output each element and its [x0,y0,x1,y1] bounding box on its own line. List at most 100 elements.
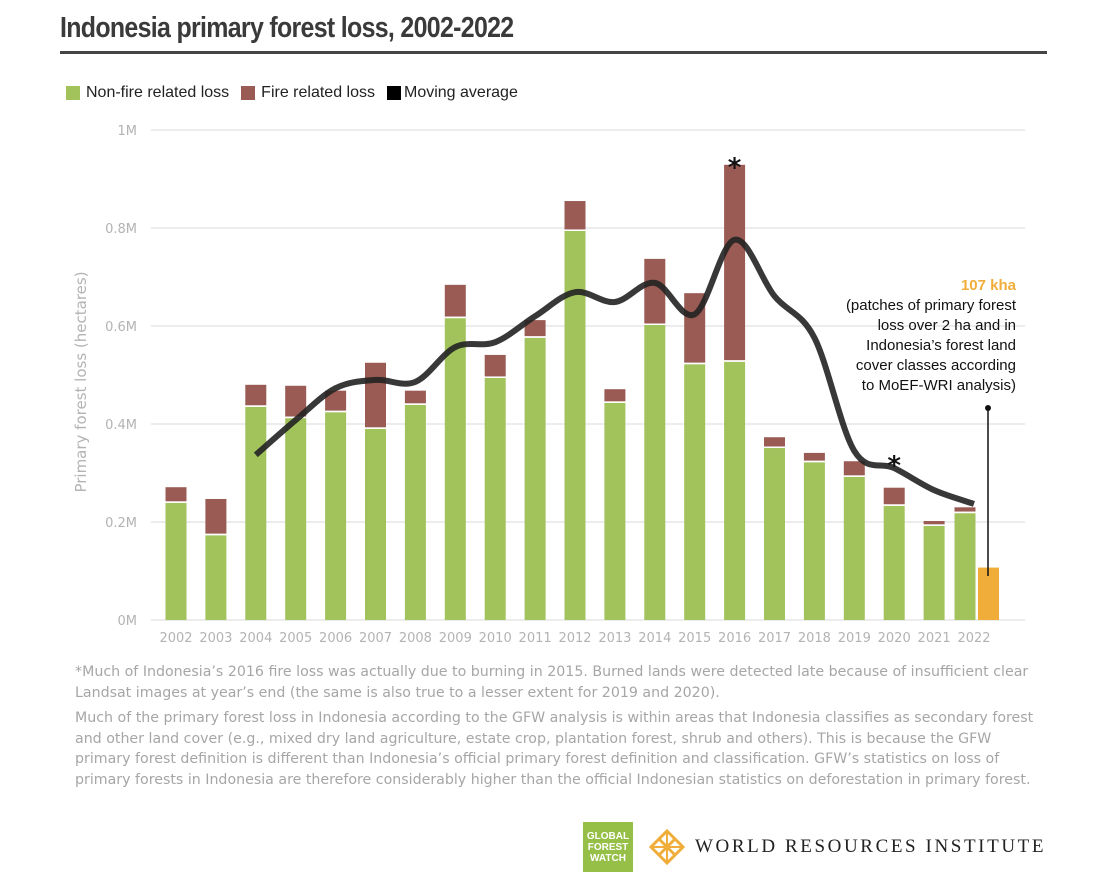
legend-swatch-moving-average [387,86,401,100]
bar-fire [724,164,746,361]
x-tick-label: 2010 [479,631,512,646]
bar-non-fire [764,448,785,620]
x-tick-label: 2018 [798,631,831,646]
bar-non-fire [245,406,267,620]
bar-non-fire [954,513,976,620]
moving-average-line [253,236,975,507]
bar-non-fire [604,402,626,620]
legend-label-fire: Fire related loss [261,84,375,101]
bar-non-fire [165,502,187,620]
bar-non-fire [285,418,307,620]
annotation-line: Indonesia’s forest land [866,337,1016,354]
bar-fire [843,461,865,476]
moving-average-line-group [253,236,975,507]
wri-name: WORLD RESOURCES INSTITUTE [695,836,1047,857]
y-tick-label: 1M [118,124,138,139]
bar-non-fire [644,325,666,620]
x-tick-label: 2008 [399,631,432,646]
y-tick-label: 0.8M [105,222,137,237]
x-tick-label: 2012 [558,631,591,646]
legend: Non-fire related loss Fire related loss … [66,84,530,102]
bar-non-fire [684,364,706,620]
annotation-line: loss over 2 ha and in [877,317,1016,334]
x-tick-label: 2017 [758,631,791,646]
legend-swatch-non-fire [66,86,80,100]
bar-fire [644,258,666,324]
footnotes: *Much of Indonesia’s 2016 fire loss was … [75,662,1050,795]
gfw-logo-line: WATCH [590,852,626,864]
bar-fire [803,452,825,461]
x-tick-label: 2015 [678,631,711,646]
legend-label-moving-average: Moving average [404,84,518,101]
legend-item-non-fire: Non-fire related loss [66,84,229,102]
bar-non-fire [564,230,586,620]
y-tick-label: 0M [118,614,138,629]
legend-item-moving-average: Moving average [387,84,518,102]
bar-fire [285,385,307,417]
x-tick-label: 2007 [359,631,392,646]
asterisk-marks: ** [728,153,902,481]
bar-fire [954,507,976,512]
bar-fire [524,320,546,337]
bar-non-fire [803,462,825,620]
legend-item-fire: Fire related loss [241,84,375,102]
x-tick-label: 2019 [838,631,871,646]
bar-107kha [978,567,999,620]
bar-non-fire [325,412,347,620]
bar-non-fire [524,337,546,620]
annotation-line: (patches of primary forest [845,297,1016,314]
asterisk-mark: * [887,451,901,481]
bar-fire [205,498,227,534]
bar-fire [923,521,945,525]
annotation-value: 107 kha [960,277,1016,294]
callout-leader [985,405,991,576]
bar-non-fire [365,428,386,620]
bar-non-fire [484,377,506,620]
bar-non-fire [205,535,227,620]
y-tick-label: 0.4M [105,418,137,433]
bar-fire [325,390,347,411]
wri-logo-icon [649,829,685,865]
x-axis-ticks: 2002 2003 2004 2005 2006 2007 2008 2009 2010 2011… [159,631,990,646]
bar-fire [604,389,626,402]
title-divider [60,51,1047,54]
x-tick-label: 2014 [638,631,671,646]
logos: GLOBAL FOREST WATCH WORLD RESOURCES INST… [583,822,1046,872]
bar-non-fire [923,525,945,620]
bar-non-fire [883,505,905,620]
annotation-107kha: 107 kha (patches of primary forest loss … [846,276,1016,396]
chart-title: Indonesia primary forest loss, 2002-2022 [60,12,514,44]
bar-fire [764,437,785,447]
annotation-line: cover classes according [855,357,1016,374]
bar-non-fire [404,404,426,620]
bar-fire [883,487,905,505]
chart-svg: 0M 0.2M 0.4M 0.6M 0.8M 1M Primary forest loss… [72,124,1025,646]
y-tick-label: 0.2M [105,516,137,531]
x-tick-label: 2016 [718,631,751,646]
callout-dot [985,405,991,411]
bar-fire [165,487,187,502]
bars [165,164,999,620]
x-tick-label: 2009 [439,631,472,646]
footnote-definition: Much of the primary forest loss in Indon… [75,710,1034,788]
bar-fire [444,284,466,317]
bar-fire [564,201,586,230]
annotation-line: to MoEF-WRI analysis) [861,377,1016,394]
x-tick-label: 2021 [918,631,951,646]
x-tick-label: 2003 [199,631,232,646]
bar-fire [484,354,506,377]
x-tick-label: 2022 [957,631,990,646]
bar-non-fire [843,476,865,620]
gfw-logo-line: GLOBAL [586,830,630,842]
x-tick-label: 2005 [279,631,312,646]
bar-non-fire [724,361,746,620]
y-tick-label: 0.6M [105,320,137,335]
x-tick-label: 2002 [159,631,192,646]
y-axis-label: Primary forest loss (hectares) [72,271,90,492]
gfw-logo: GLOBAL FOREST WATCH [583,822,633,872]
x-tick-label: 2006 [319,631,352,646]
x-tick-label: 2004 [239,631,272,646]
y-axis-ticks: 0M 0.2M 0.4M 0.6M 0.8M 1M [105,124,137,629]
x-tick-label: 2020 [878,631,911,646]
bar-fire [404,390,426,404]
